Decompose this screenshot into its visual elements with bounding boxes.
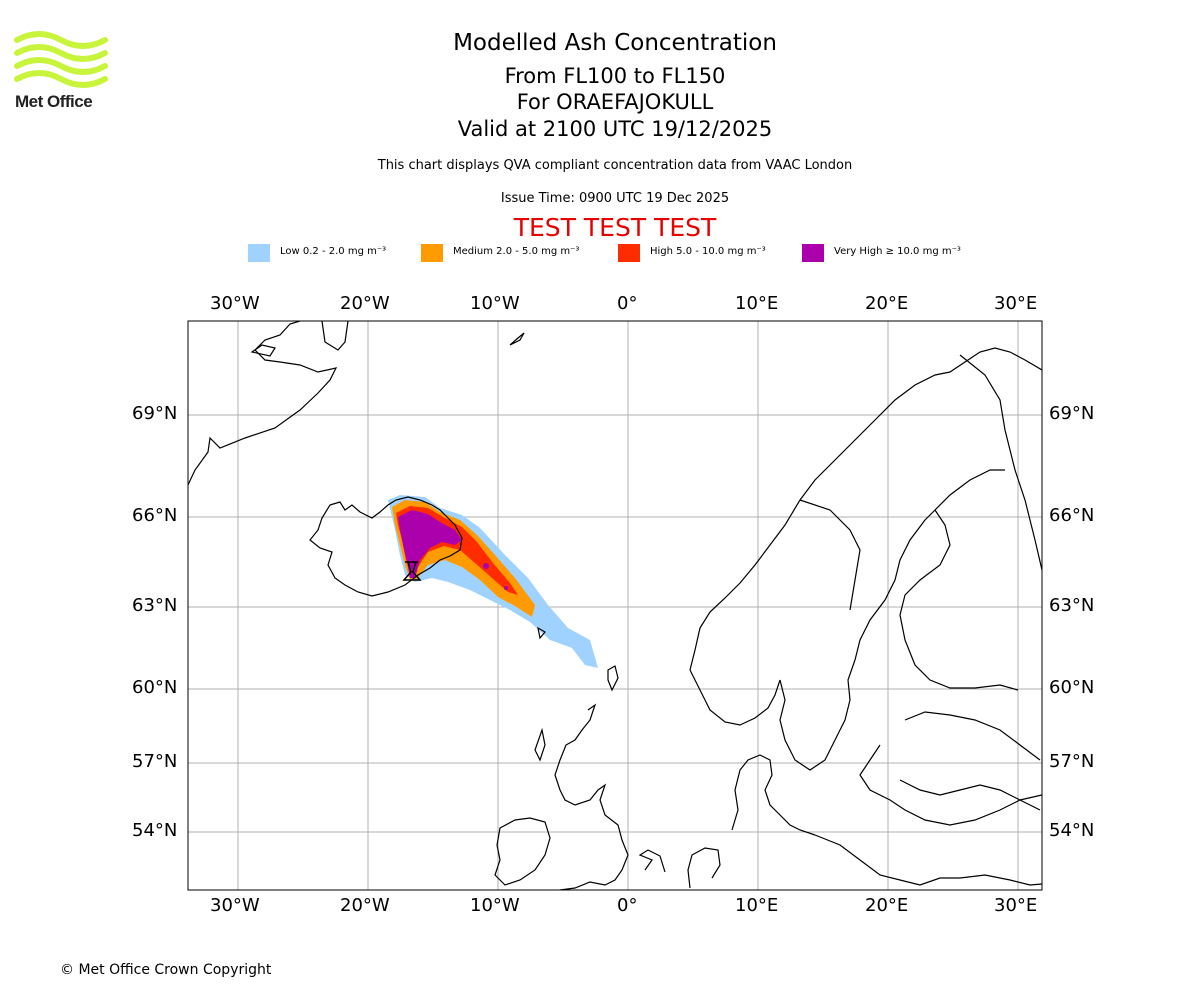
finland-coast — [899, 509, 1019, 691]
legend-label-high: High 5.0 - 10.0 mg m⁻³ — [650, 246, 766, 257]
qva-note: This chart displays QVA compliant concen… — [377, 158, 853, 173]
flight-levels: From FL100 to FL150 — [504, 64, 726, 88]
copyright: © Met Office Crown Copyright — [60, 962, 272, 978]
lon-label-top: 20°W — [340, 293, 390, 314]
legend-swatch-low — [248, 244, 270, 262]
greenland-coast — [188, 321, 338, 486]
lon-label-bottom: 10°E — [735, 895, 779, 916]
valid-time: Valid at 2100 UTC 19/12/2025 — [457, 117, 773, 141]
volcano-name: For ORAEFAJOKULL — [516, 90, 714, 114]
logo-text: Met Office — [15, 92, 93, 111]
map-frame — [187, 320, 1043, 891]
issue-time: Issue Time: 0900 UTC 19 Dec 2025 — [500, 191, 730, 206]
lon-label-top: 20°E — [865, 293, 909, 314]
lat-label-right: 63°N — [1049, 595, 1095, 616]
lon-label-bottom: 30°E — [994, 895, 1038, 916]
lon-label-top: 30°W — [210, 293, 260, 314]
lat-label-left: 57°N — [132, 751, 178, 772]
norway-coast — [689, 347, 1042, 671]
lat-label-right: 54°N — [1049, 820, 1095, 841]
lon-label-top: 30°E — [994, 293, 1038, 314]
legend-label-low: Low 0.2 - 2.0 mg m⁻³ — [280, 246, 387, 257]
test-banner: TEST TEST TEST — [513, 213, 717, 242]
uk-coast — [554, 703, 629, 890]
volcano-marker — [402, 561, 422, 581]
lon-label-bottom: 20°E — [865, 895, 909, 916]
lat-label-right: 69°N — [1049, 403, 1095, 424]
lat-label-right: 57°N — [1049, 751, 1095, 772]
ireland-coast — [494, 817, 551, 886]
lat-label-right: 66°N — [1049, 505, 1095, 526]
lon-label-bottom: 30°W — [210, 895, 260, 916]
lon-label-bottom: 0° — [617, 895, 638, 916]
chart-title: Modelled Ash Concentration — [453, 30, 777, 56]
lon-label-top: 10°W — [470, 293, 520, 314]
legend-label-very-high: Very High ≥ 10.0 mg m⁻³ — [834, 246, 961, 257]
legend-swatch-medium — [421, 244, 443, 262]
lon-label-top: 10°E — [735, 293, 779, 314]
legend-label-medium: Medium 2.0 - 5.0 mg m⁻³ — [453, 246, 580, 257]
lat-label-left: 69°N — [132, 403, 178, 424]
legend-swatch-very-high — [802, 244, 824, 262]
legend-swatch-high — [618, 244, 640, 262]
coastlines — [188, 321, 1042, 890]
met-office-logo — [14, 31, 108, 88]
sweden-coast — [779, 509, 936, 771]
lat-label-left: 54°N — [132, 820, 178, 841]
lat-label-left: 63°N — [132, 595, 178, 616]
lon-label-bottom: 10°W — [470, 895, 520, 916]
graticule — [188, 321, 1042, 890]
lat-label-left: 66°N — [132, 505, 178, 526]
lon-label-bottom: 20°W — [340, 895, 390, 916]
lat-label-right: 60°N — [1049, 677, 1095, 698]
iceland-coast — [309, 496, 463, 597]
lat-label-left: 60°N — [132, 677, 178, 698]
ash-plume — [388, 495, 598, 668]
ash-very-high — [398, 510, 462, 578]
lon-label-top: 0° — [617, 293, 638, 314]
